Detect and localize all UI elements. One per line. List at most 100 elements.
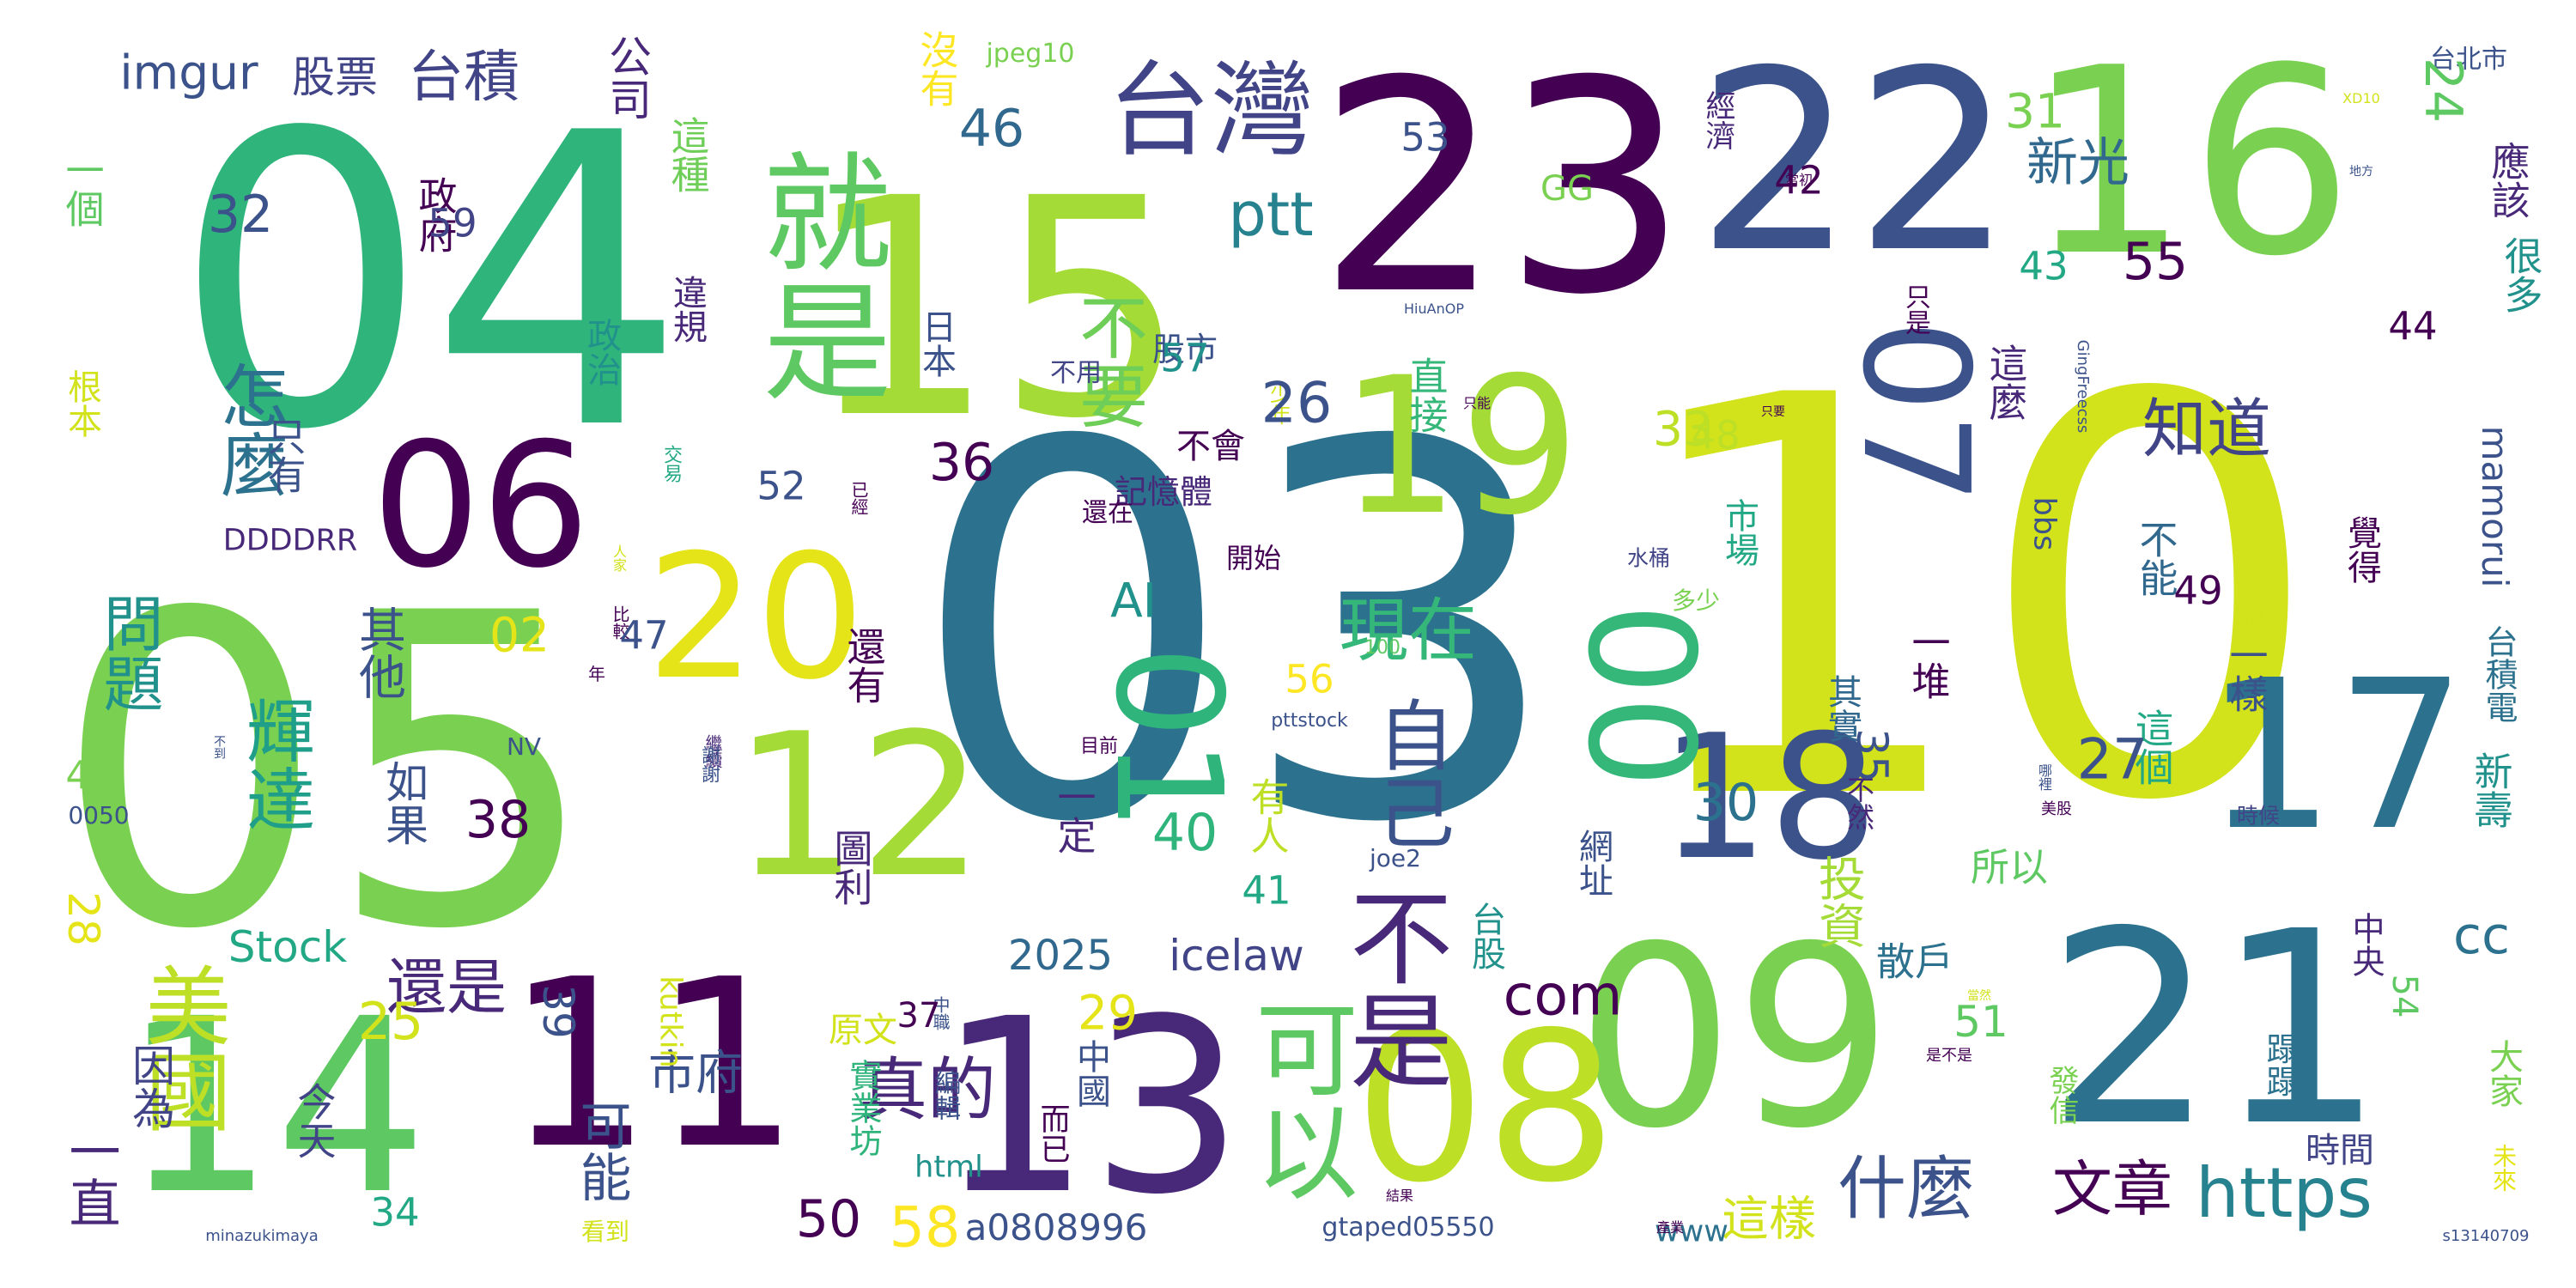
word: 01 [1083, 645, 1253, 832]
word: 應該 [2484, 142, 2530, 219]
word: 美國 [131, 962, 231, 1133]
word: 46 [958, 99, 1025, 159]
word: 其他 [350, 605, 406, 700]
word: HiuAnOP [1404, 301, 1464, 317]
word: 不用 [1050, 358, 1102, 388]
word: 32 [207, 185, 274, 245]
word: 09 [1576, 894, 1893, 1183]
word: 股票 [292, 52, 378, 102]
word: 20 [646, 518, 866, 718]
word: 34 [370, 1189, 420, 1236]
word: 44 [2388, 303, 2438, 349]
word: 看到 [580, 1218, 630, 1246]
word: 31 [2005, 83, 2065, 139]
word: 10 [1625, 281, 2325, 920]
word: 這種 [664, 116, 710, 193]
word: 16 [2026, 13, 2354, 313]
word: minazukimaya [205, 1227, 319, 1245]
word: 19 [1340, 337, 1580, 556]
word: 21 [2045, 875, 2385, 1185]
word: 41 [1242, 867, 1291, 914]
word: AI [1110, 573, 1157, 629]
word: DDDDRR [222, 523, 358, 558]
word: 還有 [840, 627, 886, 704]
word: 政府 [411, 176, 458, 253]
word: 台積電 [2480, 625, 2518, 723]
word: 輝達 [235, 696, 315, 833]
word: 一直 [60, 1125, 120, 1228]
word: 目前 [1079, 736, 1119, 757]
word: 地方 [2349, 165, 2373, 179]
word: 33 [1653, 401, 1713, 457]
word: 怎麼 [210, 361, 289, 498]
word: 開始 [1225, 542, 1282, 574]
word: 就是 [741, 146, 890, 404]
word: 一樣 [2222, 635, 2269, 713]
word: 04 [172, 48, 687, 518]
word: 2025 [1007, 932, 1114, 980]
word: 0050 [68, 801, 130, 829]
word: 編輯 [930, 1069, 960, 1121]
word: 圖利 [827, 829, 873, 906]
word: 原文 [829, 1011, 897, 1050]
word: 這麼 [1982, 343, 2028, 421]
word: icelaw [1169, 931, 1304, 981]
word: 18 [1659, 698, 1879, 898]
word: 30 [1692, 773, 1759, 833]
word: 45 [65, 752, 115, 799]
word: 今天 [290, 1082, 337, 1159]
word: 15 [805, 134, 1188, 484]
word: 這樣 [1721, 1191, 1817, 1247]
word: 不會 [1176, 427, 1245, 466]
word: mamorui [2474, 425, 2516, 588]
word: 39 [533, 984, 583, 1039]
word: 大家 [2483, 1039, 2523, 1108]
word: ptt [1228, 179, 1314, 250]
word: 年 [588, 664, 605, 684]
word: 還在 [1082, 498, 1133, 528]
word: 56 [1285, 656, 1334, 702]
word: 26 [1261, 371, 1333, 436]
word: 結果 [1385, 1188, 1414, 1204]
word: gtaped05550 [1321, 1212, 1495, 1242]
word: 59 [428, 200, 477, 246]
word: 08 [1354, 987, 1617, 1228]
word: 水桶 [1626, 545, 1671, 571]
word: 不到 [212, 735, 226, 759]
word: 美股 [2041, 800, 2072, 818]
word: 57 [1160, 335, 1210, 381]
word: 而已 [1035, 1103, 1070, 1163]
word: 很多 [2497, 236, 2543, 313]
word: 不然 [1843, 775, 1875, 830]
word: jpeg10 [986, 39, 1075, 69]
word: 06 [371, 406, 591, 606]
word: 台股 [1466, 902, 1505, 970]
word: 24 [2413, 57, 2473, 124]
word: 29 [1078, 985, 1138, 1041]
word: 36 [928, 433, 995, 493]
word: 17 [2204, 635, 2467, 876]
word: joe2 [1370, 844, 1421, 872]
word: 蹋蹋 [2261, 1032, 2299, 1097]
word: 28 [58, 891, 108, 946]
word: 比較 [610, 605, 630, 640]
word: 謝謝 [698, 745, 720, 783]
word: 這個 [2128, 708, 2174, 786]
word: 政治 [581, 318, 621, 386]
word: pttstock [1271, 710, 1348, 732]
word: 未來 [2489, 1144, 2518, 1192]
word: 58 [889, 1195, 961, 1261]
word: 05 [52, 523, 600, 1023]
word: 只是 [1900, 283, 1930, 335]
word: 實業坊 [844, 1059, 882, 1157]
word: Stock [228, 922, 348, 972]
word: 網址 [1573, 829, 1613, 897]
word: NV [506, 732, 542, 761]
word: 一定 [1050, 777, 1097, 854]
word: 如果 [379, 760, 428, 846]
word: 散戶 [1875, 939, 1954, 985]
word: 23 [1316, 19, 1689, 359]
word: 100 [1364, 637, 1400, 659]
word: 哪裡 [2036, 763, 2052, 791]
